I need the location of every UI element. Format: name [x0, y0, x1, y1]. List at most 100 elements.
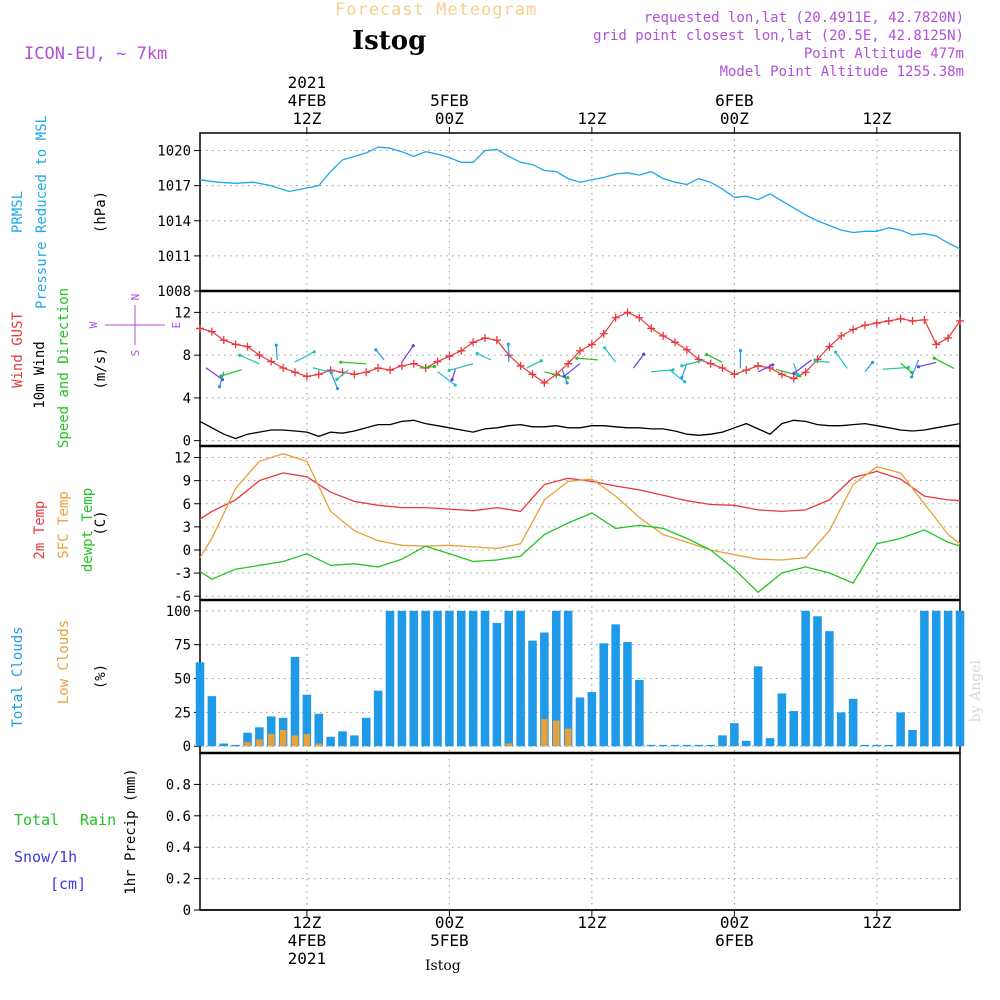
top-time-label: 12Z	[292, 109, 321, 128]
gust-marker	[837, 331, 846, 340]
low-cloud-bar	[303, 734, 311, 747]
total-cloud-bar	[255, 727, 264, 747]
wind-direction-arrowhead	[798, 374, 802, 378]
wind-direction-arrowhead	[603, 346, 607, 350]
gust-marker	[207, 327, 216, 336]
total-cloud-bar	[682, 744, 692, 747]
low-cloud-bar	[315, 743, 323, 747]
total-cloud-bar	[551, 610, 561, 747]
total-cloud-bar	[302, 694, 312, 747]
precipitation-frame	[199, 752, 961, 911]
wind-direction-arrow	[448, 363, 474, 371]
wind-direction-arrow	[668, 368, 686, 383]
total-cloud-bar	[480, 610, 490, 747]
compass-west: W	[87, 321, 100, 328]
total-cloud-bar	[777, 693, 787, 747]
clouds-ytick-label: 50	[174, 672, 191, 688]
total-cloud-bar	[290, 656, 300, 747]
wind-direction-arrowhead	[506, 342, 510, 346]
prmsl-label: PRMSL	[10, 191, 26, 233]
grid-point-location: grid point closest lon,lat (20.5E, 42.81…	[593, 28, 964, 44]
wind-direction-arrow	[275, 345, 278, 360]
wind-direction-arrowhead	[335, 386, 340, 391]
gust-marker	[611, 313, 620, 322]
wind-direction-arrow	[239, 354, 260, 365]
bottom-time-label: 2021	[288, 949, 327, 968]
wind-direction-arrow	[681, 363, 688, 378]
station-name: Istog	[352, 26, 427, 56]
gust-marker	[564, 359, 573, 368]
wind-direction-arrowhead	[738, 349, 743, 353]
compass-north: N	[129, 294, 142, 301]
gust-marker	[255, 351, 264, 360]
wind-direction-arrowhead	[671, 368, 675, 372]
bottom-time-label: 4FEB	[288, 931, 327, 950]
low-cloud-bar	[244, 742, 251, 747]
wind-direction-arrow	[312, 367, 332, 373]
wind-ytick-label: 12	[174, 305, 191, 321]
pressure-ytick-label: 1020	[157, 144, 191, 160]
gust-marker	[243, 342, 252, 351]
total-cloud-bar	[385, 610, 395, 747]
wind-direction-arrowhead	[312, 350, 316, 354]
total-cloud-bar	[836, 712, 846, 747]
top-time-label: 00Z	[435, 109, 464, 128]
clouds-ylabel: (%)	[93, 664, 109, 689]
gust-marker	[789, 374, 798, 383]
precipitation-ytick-label: 0.4	[166, 840, 191, 856]
gust-marker	[291, 368, 299, 377]
total-cloud-bar	[623, 641, 632, 747]
wind-direction-arrowhead	[792, 371, 796, 375]
total-cloud-bar	[635, 679, 644, 747]
total-cloud-bar	[801, 610, 810, 747]
bottom-time-label: 5FEB	[430, 931, 469, 950]
wind-direction-arrowhead	[833, 350, 838, 354]
wind-direction-arrow	[681, 359, 705, 367]
wind-direction-arrow	[757, 364, 773, 373]
total-cloud-bar	[943, 610, 953, 747]
pressure-line	[199, 146, 961, 250]
total-cloud-bar	[611, 624, 620, 747]
gust-marker	[635, 313, 644, 322]
gust-marker	[219, 336, 228, 345]
wind-direction-arrowhead	[447, 368, 451, 373]
gust-marker	[813, 355, 822, 364]
wind-direction-arrow	[882, 366, 909, 370]
wind-direction-arrow	[205, 367, 223, 381]
precipitation-ytick-label: 0.8	[166, 777, 191, 793]
total-cloud-bar	[813, 616, 822, 747]
low-clouds-label: Low Clouds	[56, 620, 72, 704]
total-cloud-bar	[516, 610, 525, 747]
wind-direction-arrowhead	[411, 344, 415, 348]
gust-marker	[777, 370, 786, 379]
top-time-label: 4FEB	[288, 91, 327, 110]
wind-ytick-label: 8	[183, 348, 191, 364]
total-cloud-bar	[243, 732, 252, 747]
gust-marker	[481, 334, 489, 343]
wind-direction-arrow	[815, 360, 830, 363]
gust-marker	[671, 338, 679, 347]
temperature-ytick-label: 6	[183, 497, 191, 513]
wind-direction-arrow	[437, 371, 456, 386]
gust-marker	[302, 372, 311, 381]
total-cloud-bar	[646, 744, 656, 747]
total-cloud-bar	[587, 692, 597, 747]
total-cloud-bar	[931, 610, 941, 747]
wind-direction-arrow	[336, 369, 349, 380]
wind-direction-arrowhead	[906, 365, 911, 370]
gust-marker	[801, 368, 810, 377]
gust-marker	[516, 361, 525, 370]
total-cloud-bar	[884, 744, 894, 747]
total-cloud-bar	[920, 610, 929, 747]
top-time-label: 12Z	[862, 109, 891, 128]
bottom-time-label: 12Z	[292, 913, 321, 932]
wind-direction-arrow	[835, 351, 848, 369]
wind-direction-arrow	[911, 359, 919, 378]
wind-direction-arrowhead	[339, 360, 343, 364]
wind-direction-arrowhead	[705, 352, 709, 357]
wind-direction-arrow	[375, 349, 385, 361]
total-cloud-bar	[872, 744, 882, 747]
wind-direction-arrow	[793, 359, 812, 374]
wind-direction-arrow	[864, 361, 873, 373]
chart-title: Forecast Meteogram	[335, 0, 538, 20]
